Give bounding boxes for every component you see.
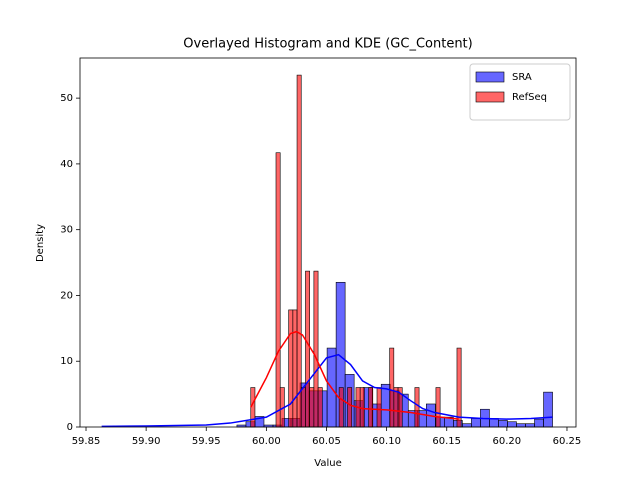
x-tick-label: 60.15: [432, 436, 461, 447]
hist-bar: [525, 423, 535, 428]
hist-bar: [498, 420, 508, 428]
hist-bar: [288, 309, 294, 428]
legend-label: SRA: [512, 72, 532, 83]
hist-bar: [292, 309, 298, 428]
hist-bar: [296, 74, 302, 428]
hist-bar: [300, 387, 306, 428]
kde-line: [250, 330, 459, 420]
x-tick-label: 59.90: [132, 436, 161, 447]
hist-bar: [471, 418, 481, 428]
chart-title: Overlayed Histogram and KDE (GC_Content): [183, 37, 472, 52]
hist-bar: [317, 387, 323, 428]
hist-bar: [435, 387, 441, 428]
legend-swatch: [475, 71, 505, 83]
y-tick-label: 50: [60, 93, 73, 104]
hist-bar: [347, 387, 353, 428]
hist-bar: [462, 423, 472, 428]
kde-line: [101, 353, 553, 428]
hist-bar: [534, 418, 544, 428]
legend-label: RefSeq: [512, 92, 547, 103]
hist-bar: [393, 387, 399, 428]
x-axis-label: Value: [314, 458, 341, 469]
hist-bar: [305, 270, 310, 428]
plot-frame: [79, 57, 577, 428]
legend-swatch: [475, 91, 505, 103]
hist-bar: [389, 347, 395, 428]
x-tick-label: 60.25: [553, 436, 582, 447]
x-tick-label: 60.10: [372, 436, 401, 447]
y-tick-label: 30: [60, 225, 73, 236]
hist-bar: [380, 383, 391, 428]
hist-bar: [275, 152, 281, 428]
hist-bar: [376, 387, 382, 428]
y-tick-label: 20: [60, 290, 73, 301]
hist-bar: [414, 387, 420, 428]
y-tick-label: 40: [60, 159, 73, 170]
y-tick-label: 0: [67, 422, 73, 433]
hist-bar: [338, 387, 344, 428]
hist-bar: [456, 347, 462, 428]
x-tick-label: 60.20: [493, 436, 522, 447]
hist-bar: [359, 387, 365, 428]
y-tick-label: 10: [60, 356, 73, 367]
x-tick-label: 60.00: [252, 436, 281, 447]
x-tick-label: 60.05: [312, 436, 341, 447]
hist-bar: [489, 418, 499, 428]
hist-bar: [313, 270, 319, 428]
hist-bar: [516, 423, 526, 428]
x-tick-label: 59.95: [192, 436, 221, 447]
x-tick-label: 59.85: [72, 436, 101, 447]
hist-bar: [368, 387, 374, 428]
hist-bar: [309, 387, 315, 428]
hist-bar: [543, 391, 553, 428]
y-axis-label: Density: [35, 224, 46, 262]
hist-bar: [507, 421, 517, 428]
